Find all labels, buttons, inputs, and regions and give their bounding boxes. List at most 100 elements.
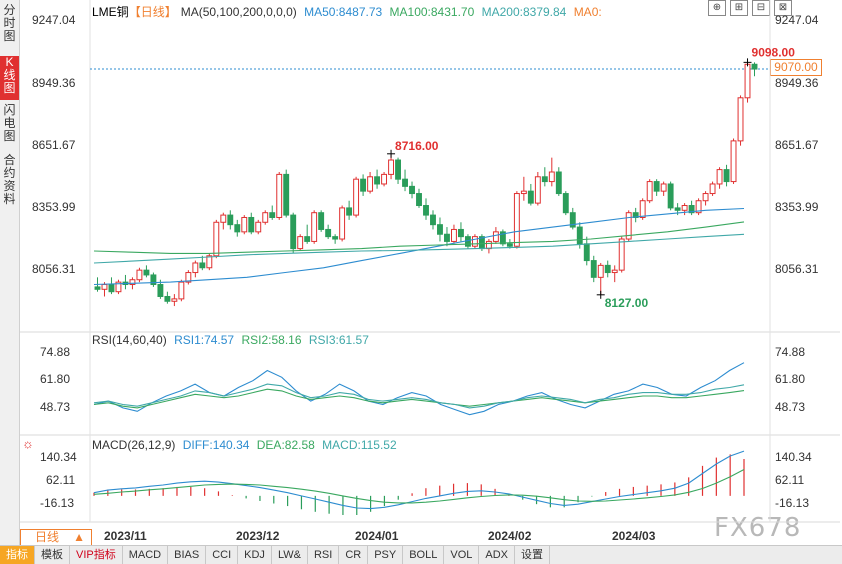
rsi3-line bbox=[93, 383, 745, 409]
lw-tab[interactable]: LW& bbox=[272, 546, 308, 564]
date-tick: 2024/03 bbox=[612, 529, 656, 543]
candle-body bbox=[541, 176, 548, 183]
candle-body bbox=[213, 221, 220, 257]
ma100-line bbox=[93, 221, 745, 254]
candle-body bbox=[430, 214, 436, 226]
macd-tick: 140.34 bbox=[775, 450, 812, 464]
candle-body bbox=[506, 243, 513, 247]
price-annotation: 8716.00 bbox=[395, 139, 439, 153]
candle-body bbox=[471, 236, 478, 247]
cr-tab[interactable]: CR bbox=[339, 546, 369, 564]
tab-lightning[interactable]: 闪电图 bbox=[3, 103, 16, 143]
candle-body bbox=[143, 269, 150, 276]
rsi-tick-left: 61.80 bbox=[40, 372, 71, 386]
candle-body bbox=[499, 231, 506, 245]
ma0-value: MA0: bbox=[573, 5, 602, 19]
candle-body bbox=[458, 228, 464, 238]
tab-timeshare[interactable]: 分时图 bbox=[3, 3, 16, 43]
price-tick-left: 9247.04 bbox=[32, 13, 76, 27]
price-tick: 8353.99 bbox=[775, 200, 819, 214]
cci-tab[interactable]: CCI bbox=[206, 546, 239, 564]
chart-canvas[interactable]: 8716.00 8127.00 9098.00 bbox=[20, 0, 840, 530]
symbol-name: LME铜 bbox=[92, 5, 129, 19]
vol-tab[interactable]: VOL bbox=[444, 546, 480, 564]
watermark: FX678 bbox=[714, 513, 802, 543]
grid-icon[interactable]: ⊞ bbox=[730, 0, 748, 16]
period-tag: 【日线】 bbox=[128, 5, 177, 19]
ma200-line bbox=[93, 233, 745, 264]
price-annotation: 9098.00 bbox=[752, 45, 796, 59]
tab-kline[interactable]: K线图 bbox=[0, 56, 19, 100]
candle-body bbox=[583, 243, 590, 262]
dea-line bbox=[93, 469, 745, 504]
zoom-in-icon[interactable]: ⊕ bbox=[708, 0, 726, 16]
candle-body bbox=[234, 224, 241, 233]
candle-body bbox=[241, 216, 248, 233]
candle-body bbox=[625, 212, 632, 240]
candle-body bbox=[283, 173, 290, 216]
candle-body bbox=[115, 281, 122, 293]
candle-body bbox=[94, 286, 101, 290]
boll-tab[interactable]: BOLL bbox=[403, 546, 445, 564]
candle-body bbox=[192, 262, 199, 274]
candle-body bbox=[520, 190, 527, 195]
candle-body bbox=[150, 274, 157, 286]
price-tick-left: 8353.99 bbox=[32, 200, 76, 214]
candle-body bbox=[737, 97, 744, 142]
candle-body bbox=[367, 176, 374, 192]
candle-body bbox=[604, 264, 611, 274]
rsi2-value: RSI2:58.16 bbox=[241, 333, 302, 347]
last-price-tag: 9070.00 bbox=[770, 59, 822, 76]
settings-sun-icon[interactable]: ☼ bbox=[22, 436, 34, 451]
adx-tab[interactable]: ADX bbox=[479, 546, 515, 564]
candle-body bbox=[534, 176, 541, 204]
macd-tick-left: 140.34 bbox=[40, 450, 77, 464]
macd-tab[interactable]: MACD bbox=[123, 546, 169, 564]
candle-body bbox=[318, 212, 325, 230]
candle-body bbox=[751, 63, 758, 70]
diff-value: DIFF:140.34 bbox=[182, 438, 250, 452]
ma50-value: MA50:8487.73 bbox=[304, 5, 383, 19]
candle-body bbox=[206, 255, 213, 269]
candle-body bbox=[639, 200, 646, 218]
candle-body bbox=[632, 212, 639, 218]
candle-body bbox=[346, 207, 353, 216]
tab-contract-info[interactable]: 合约资料 bbox=[3, 153, 16, 206]
candle-body bbox=[339, 207, 346, 240]
price-annotation: 8127.00 bbox=[605, 296, 649, 310]
candle-body bbox=[576, 226, 583, 245]
candle-body bbox=[360, 178, 367, 192]
indicator-toolbar: 指标 模板 VIP指标 MACD BIAS CCI KDJ LW& RSI CR… bbox=[0, 545, 842, 564]
candle-body bbox=[674, 207, 681, 211]
rsi-tab[interactable]: RSI bbox=[308, 546, 340, 564]
macd-value: MACD:115.52 bbox=[322, 438, 397, 452]
price-tick-left: 8949.36 bbox=[32, 76, 76, 90]
close-panel-icon[interactable]: ⊠ bbox=[774, 0, 792, 16]
candle-body bbox=[555, 171, 562, 195]
psy-tab[interactable]: PSY bbox=[368, 546, 404, 564]
candle-body bbox=[681, 205, 688, 211]
candle-body bbox=[304, 236, 311, 242]
candle-body bbox=[688, 205, 695, 214]
period-select[interactable]: 日线 ▲ bbox=[20, 529, 92, 546]
candle-body bbox=[660, 183, 667, 192]
bias-tab[interactable]: BIAS bbox=[168, 546, 207, 564]
date-tick: 2024/02 bbox=[488, 529, 532, 543]
candle-body bbox=[527, 190, 534, 204]
date-tick: 2023/11 bbox=[104, 529, 147, 543]
candle-body bbox=[492, 231, 499, 242]
indicator-tab[interactable]: 指标 bbox=[0, 546, 35, 564]
price-tick: 9247.04 bbox=[775, 13, 819, 27]
candle-body bbox=[248, 216, 255, 233]
rsi1-value: RSI1:74.57 bbox=[174, 333, 235, 347]
candle-body bbox=[136, 269, 143, 281]
vip-indicator-tab[interactable]: VIP指标 bbox=[70, 546, 123, 564]
kdj-tab[interactable]: KDJ bbox=[238, 546, 272, 564]
macd-params: MACD(26,12,9) bbox=[92, 438, 176, 452]
candle-body bbox=[262, 212, 269, 223]
settings-tab[interactable]: 设置 bbox=[515, 546, 550, 564]
template-tab[interactable]: 模板 bbox=[35, 546, 70, 564]
macd-legend: MACD(26,12,9) DIFF:140.34 DEA:82.58 MACD… bbox=[92, 438, 401, 452]
ma100-value: MA100:8431.70 bbox=[389, 5, 475, 19]
candle-body bbox=[416, 193, 422, 207]
